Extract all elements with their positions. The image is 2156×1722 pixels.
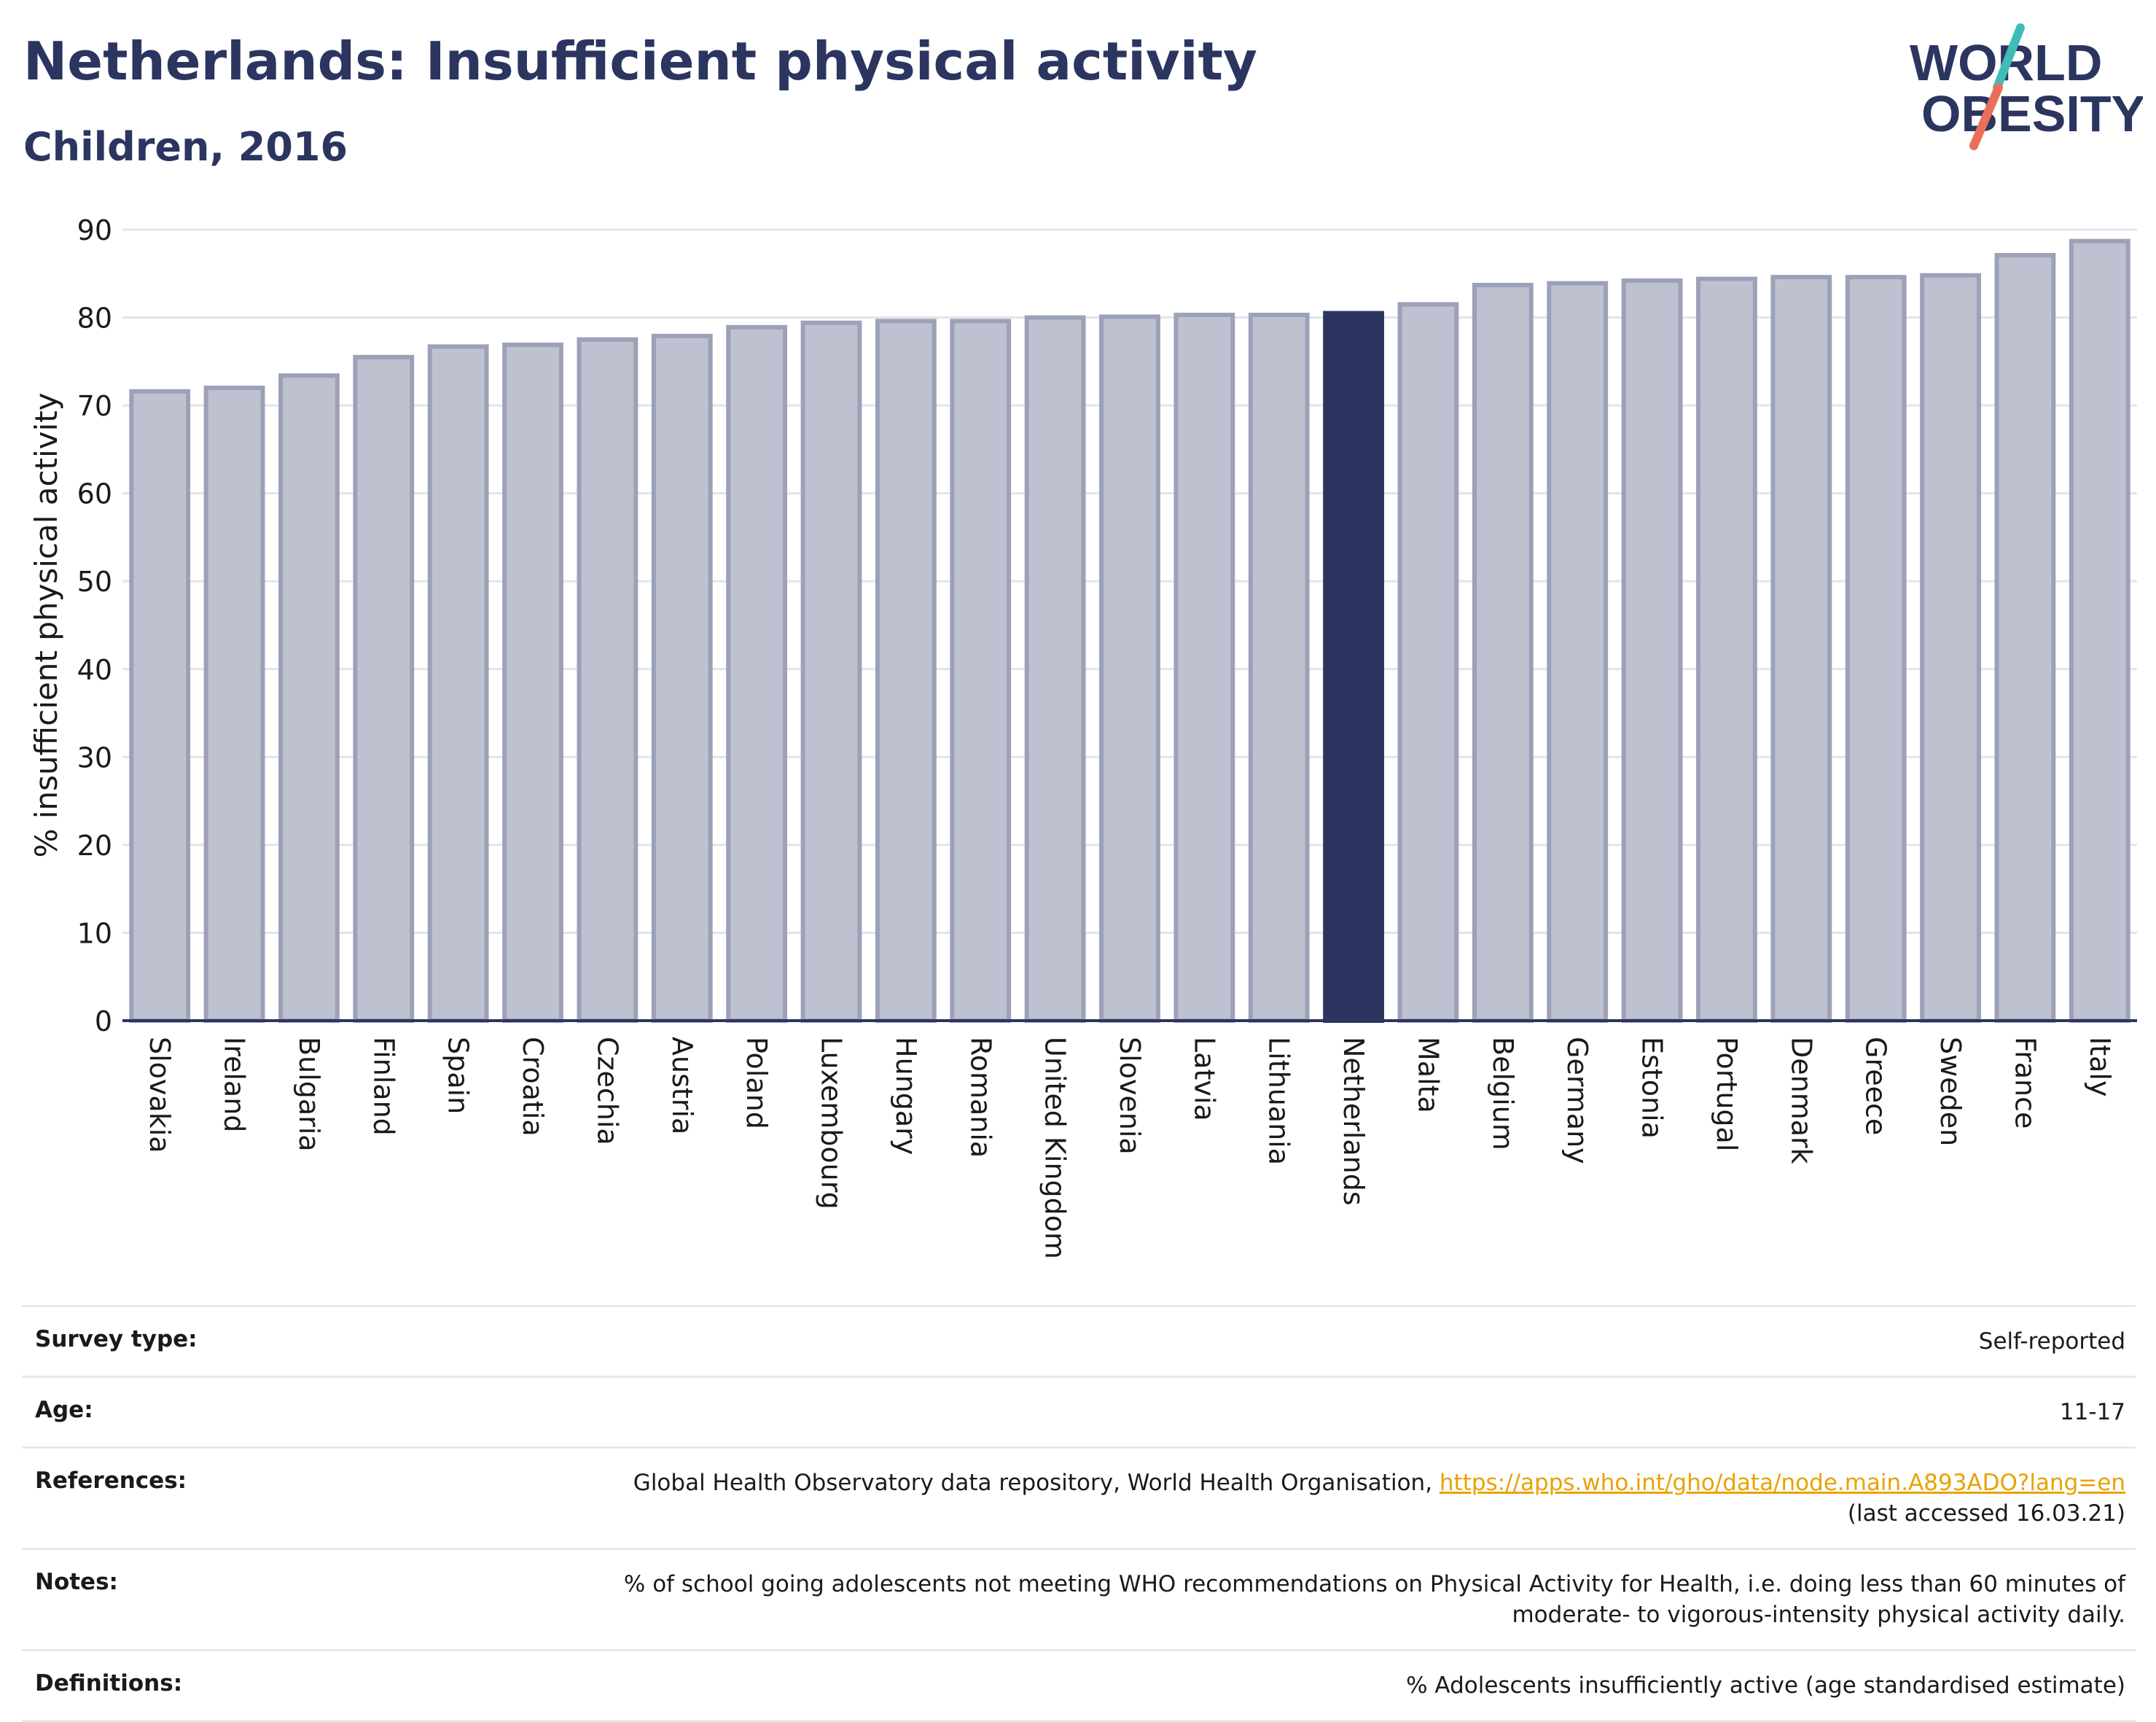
- bar-united-kingdom: [1024, 315, 1086, 1023]
- x-tick-label: Ireland: [219, 1037, 251, 1132]
- bar-romania: [950, 319, 1012, 1023]
- references-link[interactable]: https://apps.who.int/gho/data/node.main.…: [1439, 1470, 2125, 1496]
- bar-malta: [1397, 302, 1459, 1023]
- logo-slash-teal: [1993, 23, 2025, 92]
- y-axis-label: % insufficient physical activity: [28, 392, 64, 857]
- y-tick-label: 30: [77, 741, 112, 774]
- bar-luxembourg: [800, 320, 862, 1023]
- bar-ireland: [203, 386, 265, 1023]
- survey-type-label: Survey type:: [22, 1305, 340, 1377]
- x-tick-label: Lithuania: [1263, 1037, 1295, 1165]
- x-tick-label: Estonia: [1636, 1037, 1668, 1139]
- bar-netherlands: [1323, 311, 1385, 1023]
- bar-chart: 0 10 20 30 40 50 60 70 80 90 Slovakia Ireland Bulga…: [28, 214, 2137, 1259]
- bar-sweden: [1920, 273, 1981, 1023]
- age-value: 11-17: [340, 1376, 2136, 1448]
- definitions-label: Definitions:: [22, 1649, 340, 1722]
- logo-line-2: OBESITY: [1921, 85, 2143, 142]
- bar-slovenia: [1099, 314, 1160, 1024]
- info-row-notes: Notes: % of school going adolescents not…: [22, 1548, 2136, 1651]
- bar-denmark: [1770, 275, 1832, 1024]
- bar-latvia: [1173, 312, 1235, 1023]
- bar-croatia: [502, 342, 563, 1023]
- references-accessed: (last accessed 16.03.21): [1847, 1500, 2125, 1527]
- references-text: Global Health Observatory data repositor…: [633, 1470, 1440, 1496]
- notes-value: % of school going adolescents not meetin…: [340, 1548, 2136, 1651]
- y-tick-label: 70: [77, 390, 112, 422]
- survey-type-value: Self-reported: [340, 1305, 2136, 1377]
- x-tick-label: Denmark: [1785, 1037, 1817, 1164]
- x-tick-label: Slovenia: [1114, 1037, 1146, 1155]
- x-tick-label: Latvia: [1188, 1037, 1220, 1121]
- x-tick-label: Bulgaria: [293, 1037, 325, 1152]
- bar-bulgaria: [278, 373, 340, 1023]
- bar-slovakia: [129, 389, 191, 1023]
- x-tick-label: Czechia: [591, 1037, 623, 1145]
- bar-hungary: [875, 319, 937, 1023]
- x-tick-label: United Kingdom: [1039, 1037, 1071, 1259]
- y-axis-ticks: 0 10 20 30 40 50 60 70 80 90: [77, 214, 112, 1037]
- notes-line-2: moderate- to vigorous-intensity physical…: [1512, 1602, 2125, 1628]
- x-tick-label: Croatia: [517, 1037, 549, 1137]
- bar-lithuania: [1248, 312, 1310, 1023]
- bar-france: [1994, 252, 2056, 1024]
- info-table: Survey type: Self-reported Age: 11-17 Re…: [22, 1305, 2136, 1722]
- notes-line-1: % of school going adolescents not meetin…: [623, 1571, 2125, 1597]
- info-row-survey-type: Survey type: Self-reported: [22, 1305, 2136, 1377]
- x-tick-label: Portugal: [1711, 1037, 1743, 1151]
- x-tick-label: Netherlands: [1337, 1037, 1370, 1206]
- page-title: Netherlands: Insufficient physical activ…: [23, 31, 1257, 92]
- bar-poland: [726, 324, 788, 1024]
- x-tick-label: Romania: [964, 1037, 996, 1158]
- x-tick-label: Austria: [666, 1037, 698, 1134]
- x-tick-label: Slovakia: [144, 1037, 176, 1153]
- y-tick-label: 0: [95, 1005, 112, 1037]
- y-tick-label: 90: [77, 214, 112, 246]
- x-tick-label: Germany: [1561, 1037, 1593, 1164]
- x-tick-label: Spain: [442, 1037, 474, 1114]
- x-tick-label: Greece: [1860, 1037, 1892, 1135]
- bar-portugal: [1696, 276, 1757, 1023]
- y-tick-label: 60: [77, 478, 112, 510]
- age-label: Age:: [22, 1376, 340, 1448]
- x-tick-label: Italy: [2084, 1037, 2116, 1096]
- info-row-age: Age: 11-17: [22, 1376, 2136, 1448]
- bars: [129, 238, 2130, 1024]
- bar-spain: [427, 344, 489, 1024]
- bar-germany: [1547, 281, 1609, 1023]
- info-row-references: References: Global Health Observatory da…: [22, 1446, 2136, 1549]
- x-tick-label: Poland: [741, 1037, 773, 1129]
- bar-czechia: [577, 337, 638, 1023]
- y-tick-label: 40: [77, 654, 112, 686]
- x-axis-labels: Slovakia Ireland Bulgaria Finland Spain Croat…: [144, 1037, 2116, 1259]
- x-tick-label: Luxembourg: [816, 1037, 848, 1209]
- page-subtitle: Children, 2016: [23, 124, 348, 170]
- info-row-definitions: Definitions: % Adolescents insufficientl…: [22, 1649, 2136, 1722]
- x-tick-label: France: [2009, 1037, 2041, 1129]
- bar-greece: [1845, 275, 1907, 1024]
- notes-label: Notes:: [22, 1548, 340, 1651]
- bar-belgium: [1472, 282, 1534, 1023]
- x-tick-label: Sweden: [1934, 1037, 1966, 1146]
- definitions-value: % Adolescents insufficiently active (age…: [340, 1649, 2136, 1722]
- y-tick-label: 20: [77, 830, 112, 862]
- y-tick-label: 50: [77, 566, 112, 598]
- y-tick-label: 10: [77, 917, 112, 949]
- world-obesity-logo: WORLD OBESITY: [1910, 23, 2143, 150]
- references-label: References:: [22, 1446, 340, 1549]
- x-tick-label: Finland: [367, 1037, 399, 1136]
- x-tick-label: Belgium: [1487, 1037, 1519, 1150]
- references-value: Global Health Observatory data repositor…: [340, 1446, 2136, 1549]
- logo-slash-coral: [1969, 83, 2003, 150]
- x-tick-label: Malta: [1412, 1037, 1444, 1113]
- bar-austria: [651, 333, 713, 1024]
- bar-italy: [2069, 238, 2130, 1023]
- y-tick-label: 80: [77, 303, 112, 335]
- bar-finland: [353, 354, 415, 1023]
- x-tick-label: Hungary: [890, 1037, 922, 1155]
- bar-estonia: [1621, 278, 1683, 1023]
